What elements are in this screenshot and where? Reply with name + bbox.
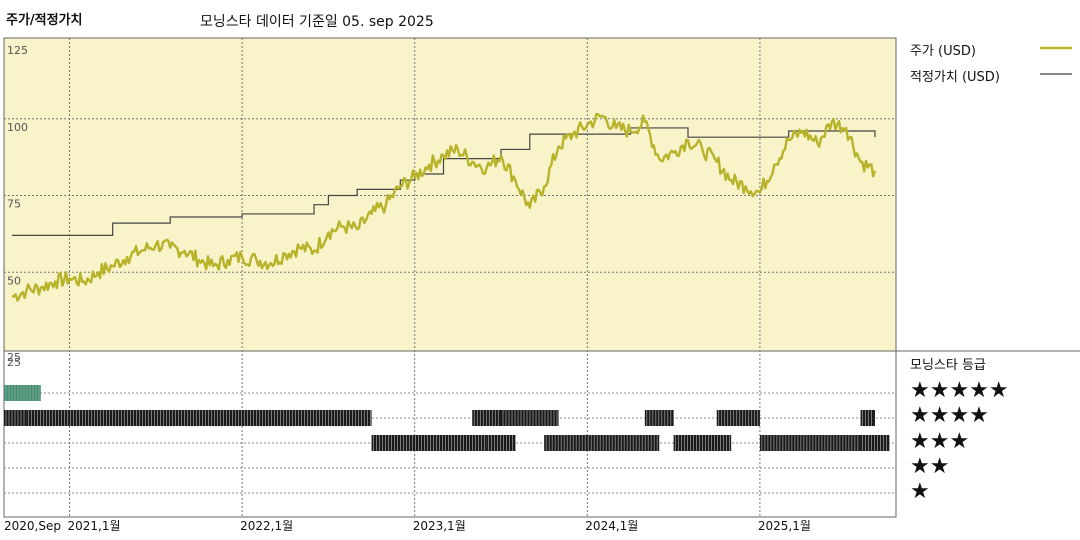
x-tick-label: 2022,1월 bbox=[240, 519, 293, 533]
x-tick-label: 2023,1월 bbox=[413, 519, 466, 533]
price-legend-label: 주가 (USD) bbox=[910, 44, 976, 59]
chart-title: 모닝스타 데이터 기준일 05. sep 2025 bbox=[200, 14, 434, 30]
rating-bar-3-star bbox=[486, 435, 516, 451]
y-tick-label: 50 bbox=[7, 274, 21, 287]
rating-panel-tick: 25 bbox=[7, 356, 21, 369]
rating-bars bbox=[4, 385, 890, 451]
rating-bar-4-star bbox=[644, 410, 674, 426]
fair-value-legend-label: 적정가치 (USD) bbox=[910, 70, 1000, 85]
fair-value-line bbox=[12, 127, 876, 237]
fair-value-series bbox=[12, 127, 876, 237]
chart-section-title: 주가/적정가치 bbox=[6, 13, 83, 28]
x-tick-label: 2025,1월 bbox=[758, 519, 811, 533]
rating-bar-4-star bbox=[716, 410, 760, 426]
three-star-label: ★★★ bbox=[910, 429, 970, 454]
price-line bbox=[11, 112, 877, 302]
price-panel-background bbox=[3, 37, 897, 352]
tick-labels: 125 100 75 50 25 2020,Sep 2021,1월 2022,1월 2023,1… bbox=[4, 44, 811, 533]
y-tick-label: 125 bbox=[7, 44, 28, 57]
x-tick-label: 2021,1월 bbox=[68, 519, 121, 533]
y-tick-label: 25 bbox=[7, 351, 21, 364]
x-tick-label: 2020,Sep bbox=[4, 519, 61, 533]
rating-bar-3-star bbox=[860, 435, 890, 451]
rating-bar-4-star bbox=[26, 410, 372, 426]
y-tick-label: 75 bbox=[7, 198, 21, 211]
one-star-label: ★ bbox=[910, 479, 930, 504]
rating-panel-frame bbox=[3, 350, 897, 518]
rating-bar-5-star bbox=[4, 385, 41, 401]
rating-legend-title: 모닝스타 등급 bbox=[910, 358, 986, 373]
rating-bar-4-star bbox=[472, 410, 502, 426]
y-tick-label: 100 bbox=[7, 121, 28, 134]
five-star-label: ★★★★★ bbox=[910, 378, 1009, 403]
x-tick-label: 2024,1월 bbox=[585, 519, 638, 533]
four-star-label: ★★★★ bbox=[910, 403, 989, 428]
two-star-label: ★★ bbox=[910, 454, 950, 479]
price-series bbox=[11, 112, 877, 302]
